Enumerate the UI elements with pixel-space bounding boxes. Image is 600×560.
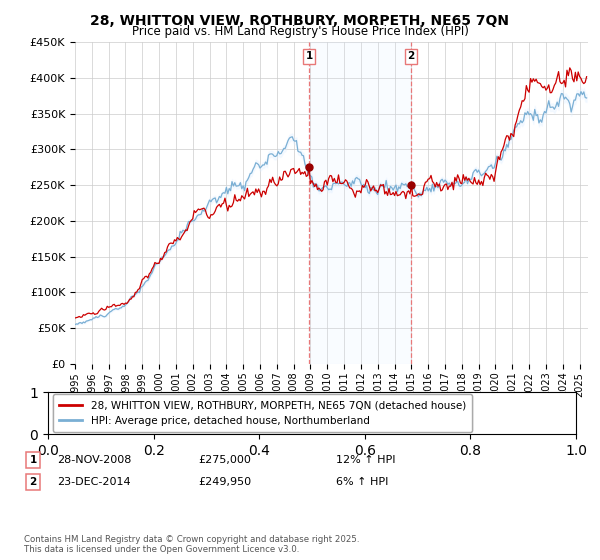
Text: 28, WHITTON VIEW, ROTHBURY, MORPETH, NE65 7QN: 28, WHITTON VIEW, ROTHBURY, MORPETH, NE6… — [91, 14, 509, 28]
Text: Contains HM Land Registry data © Crown copyright and database right 2025.
This d: Contains HM Land Registry data © Crown c… — [24, 535, 359, 554]
Text: 12% ↑ HPI: 12% ↑ HPI — [336, 455, 395, 465]
Text: 6% ↑ HPI: 6% ↑ HPI — [336, 477, 388, 487]
Text: £249,950: £249,950 — [198, 477, 251, 487]
Bar — [309, 42, 411, 364]
Text: 2: 2 — [407, 52, 415, 61]
Text: Price paid vs. HM Land Registry's House Price Index (HPI): Price paid vs. HM Land Registry's House … — [131, 25, 469, 38]
Text: 1: 1 — [305, 52, 313, 61]
Text: £275,000: £275,000 — [198, 455, 251, 465]
Legend: 28, WHITTON VIEW, ROTHBURY, MORPETH, NE65 7QN (detached house), HPI: Average pri: 28, WHITTON VIEW, ROTHBURY, MORPETH, NE6… — [53, 394, 472, 432]
Text: 28-NOV-2008: 28-NOV-2008 — [57, 455, 131, 465]
Text: 23-DEC-2014: 23-DEC-2014 — [57, 477, 131, 487]
Text: 1: 1 — [29, 455, 37, 465]
Text: 2: 2 — [29, 477, 37, 487]
